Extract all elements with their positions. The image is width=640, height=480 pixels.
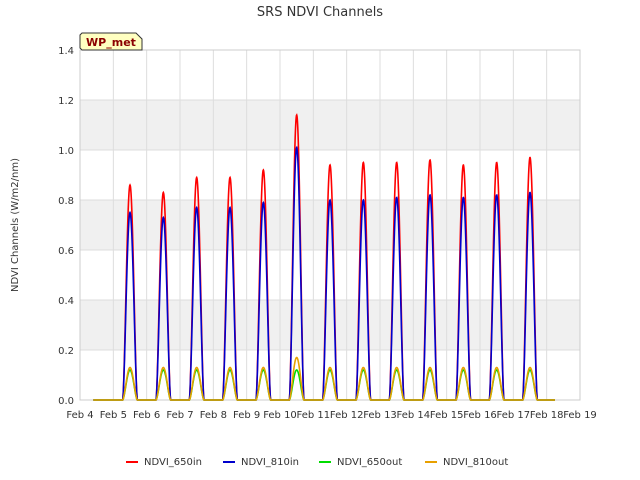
legend: NDVI_650in NDVI_810in NDVI_650out NDVI_810o… xyxy=(126,457,508,468)
annotation-badge: WP_met xyxy=(79,32,143,51)
series-line xyxy=(93,356,555,401)
series-lines xyxy=(93,113,555,401)
x-tick-label: Feb 9 xyxy=(233,410,260,421)
y-tick-labels: 0.0 0.2 0.4 0.6 0.8 1.0 1.2 1.4 xyxy=(58,46,74,407)
annotation-box xyxy=(79,32,143,51)
y-tick-label: 1.2 xyxy=(58,96,74,107)
y-tick-label: 1.4 xyxy=(58,46,74,57)
plot-bands xyxy=(80,50,580,400)
x-tick-label: Feb 15 xyxy=(430,410,464,421)
x-tick-label: Feb 7 xyxy=(166,410,193,421)
x-tick-label: Feb 17 xyxy=(497,410,531,421)
y-tick-label: 1.0 xyxy=(58,146,74,157)
y-tick-label: 0.8 xyxy=(58,196,74,207)
x-tick-label: Feb 8 xyxy=(200,410,227,421)
x-tick-label: Feb 11 xyxy=(297,410,331,421)
plot-band xyxy=(80,150,580,200)
x-tick-labels: Feb 4 Feb 5 Feb 6 Feb 7 Feb 8 Feb 9 Feb 10 Feb … xyxy=(66,410,596,421)
x-tick-label: Feb 12 xyxy=(330,410,364,421)
x-tick-label: Feb 10 xyxy=(263,410,297,421)
x-tick-label: Feb 6 xyxy=(133,410,160,421)
plot-band xyxy=(80,100,580,150)
x-tick-label: Feb 4 xyxy=(66,410,93,421)
x-tick-label: Feb 14 xyxy=(397,410,431,421)
plot-band xyxy=(80,300,580,350)
y-tick-label: 0.0 xyxy=(58,396,74,407)
x-tick-label: Feb 18 xyxy=(530,410,564,421)
x-tick-label: Feb 19 xyxy=(563,410,597,421)
x-tick-label: Feb 16 xyxy=(463,410,497,421)
legend-label: NDVI_650out xyxy=(337,457,402,468)
x-tick-label: Feb 5 xyxy=(100,410,127,421)
y-axis-label: NDVI Channels (W/m2/nm) xyxy=(10,158,21,292)
plot-band xyxy=(80,200,580,250)
plot-band xyxy=(80,350,580,400)
plot-frame xyxy=(79,49,581,401)
legend-label: NDVI_650in xyxy=(144,457,202,468)
grid-lines xyxy=(79,49,581,401)
y-tick-label: 0.4 xyxy=(58,296,74,307)
legend-label: NDVI_810in xyxy=(241,457,299,468)
plot-band xyxy=(80,50,580,100)
y-tick-label: 0.6 xyxy=(58,246,74,257)
y-tick-label: 0.2 xyxy=(58,346,74,357)
chart-title: SRS NDVI Channels xyxy=(257,5,383,20)
legend-label: NDVI_810out xyxy=(443,457,508,468)
annotation-label: WP_met xyxy=(86,36,136,49)
plot-band xyxy=(80,250,580,300)
x-tick-label: Feb 13 xyxy=(363,410,397,421)
